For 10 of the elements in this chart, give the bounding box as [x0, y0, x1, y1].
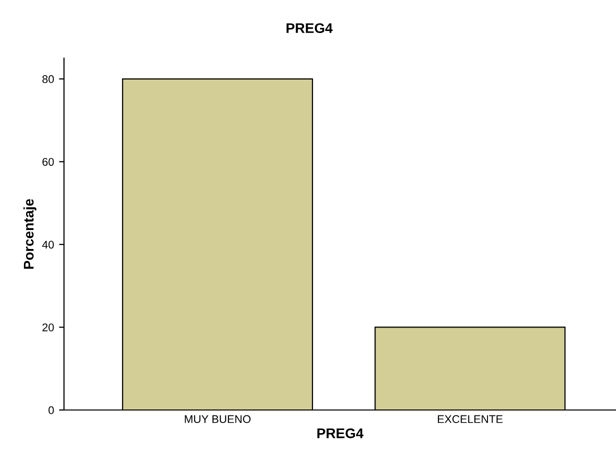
- x-tick-label: EXCELENTE: [438, 415, 503, 424]
- y-tick-label: 40: [42, 240, 54, 249]
- x-tick-label: MUY BUENO: [184, 415, 251, 424]
- y-tick-label: 60: [42, 158, 54, 166]
- y-tick-label: 20: [42, 324, 54, 332]
- y-tick-label: 0: [48, 406, 54, 414]
- y-axis-title: Porcentaje: [23, 199, 36, 269]
- chart-title: PREG4: [286, 23, 333, 34]
- y-tick-label: 80: [42, 75, 54, 84]
- x-axis-title: PREG4: [317, 428, 364, 438]
